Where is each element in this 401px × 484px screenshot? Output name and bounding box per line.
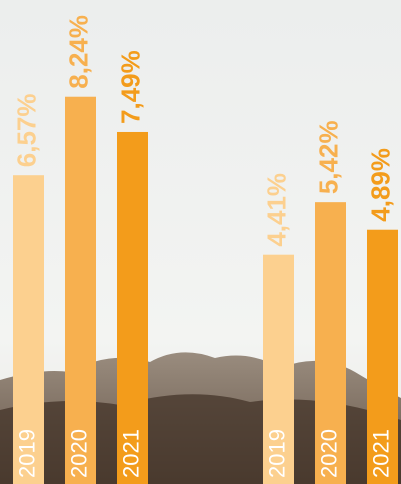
year-label: 2020 — [66, 429, 91, 478]
value-label: 6,57% — [11, 93, 41, 167]
shrubs-dark — [0, 394, 401, 484]
year-label: 2021 — [368, 429, 393, 478]
bar — [315, 202, 346, 484]
year-label: 2021 — [118, 429, 143, 478]
value-label: 4,89% — [365, 148, 395, 222]
bar — [117, 131, 148, 484]
value-label: 4,41% — [261, 173, 291, 247]
value-label: 7,49% — [115, 50, 145, 124]
year-label: 2019 — [14, 429, 39, 478]
value-label: 5,42% — [313, 120, 343, 194]
bar — [263, 254, 294, 484]
value-label: 8,24% — [63, 15, 93, 89]
bar — [65, 96, 96, 484]
year-label: 2019 — [264, 429, 289, 478]
year-label: 2020 — [316, 429, 341, 478]
bar — [367, 229, 398, 484]
bar — [13, 175, 44, 484]
